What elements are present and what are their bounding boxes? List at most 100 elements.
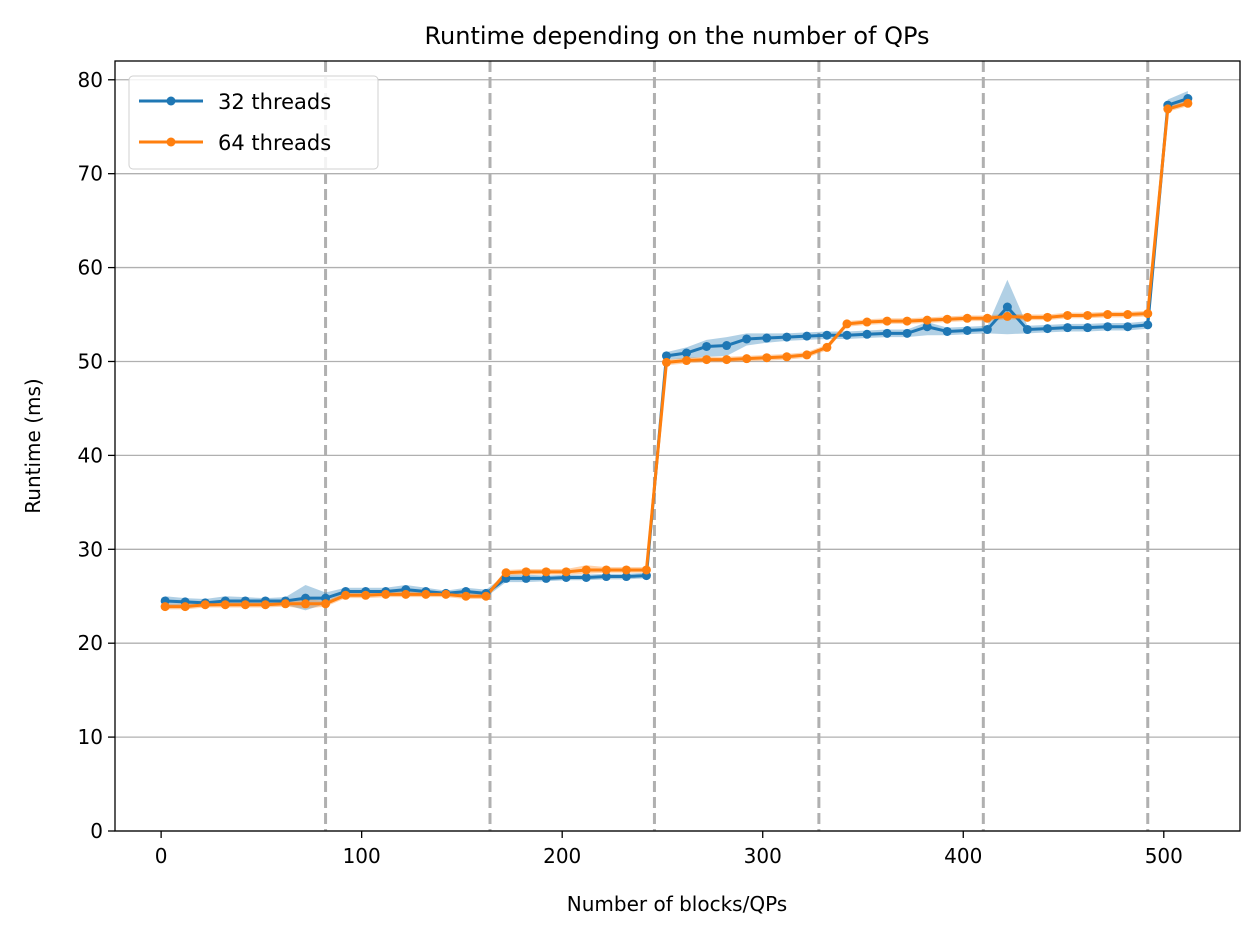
point-64-threads [942,314,952,324]
point-32-threads [722,341,732,351]
legend: 32 threads 64 threads [128,75,379,170]
point-64-threads [401,589,411,599]
point-64-threads [601,565,611,575]
point-64-threads [882,316,892,326]
point-32-threads [922,322,932,332]
y-axis-label: Runtime (ms) [21,378,45,513]
point-32-threads [842,330,852,340]
point-64-threads [822,342,832,352]
point-64-threads [1163,104,1173,114]
band-32-threads [165,91,1188,611]
point-64-threads [842,319,852,329]
y-tick-label: 40 [78,443,103,467]
y-tick-label: 0 [90,819,103,843]
point-64-threads [541,567,551,577]
point-64-threads [1083,310,1093,320]
point-32-threads [882,328,892,338]
line-64-threads [165,101,1189,609]
point-64-threads [341,590,351,600]
vertical-dashed-lines [324,61,1150,831]
point-32-threads [1083,323,1093,333]
point-64-threads [381,589,391,599]
point-64-threads [982,313,992,323]
legend-label-64-threads: 64 threads [218,131,331,155]
point-64-threads [962,313,972,323]
point-64-threads [782,352,792,362]
point-64-threads [862,317,872,327]
y-tick-label: 60 [78,256,103,280]
point-64-threads [641,565,651,575]
y-tick-label: 50 [78,349,103,373]
point-64-threads [441,589,451,599]
point-64-threads [1103,310,1113,320]
x-tick-label: 0 [155,844,168,868]
legend-label-32-threads: 32 threads [218,90,331,114]
point-64-threads [1143,309,1153,319]
point-64-threads [220,600,230,610]
point-64-threads [361,590,371,600]
point-64-threads [902,316,912,326]
point-32-threads [1042,324,1052,334]
point-64-threads [180,602,190,612]
point-64-threads [722,355,732,365]
point-64-threads [1022,312,1032,322]
point-32-threads [1002,302,1012,312]
point-64-threads [481,591,491,601]
point-64-threads [581,565,591,575]
plot-frame [114,60,1241,832]
x-tick-label: 400 [944,844,982,868]
point-64-threads [561,567,571,577]
point-32-threads [601,572,611,582]
point-64-threads [240,600,250,610]
x-axis-ticks: 0 100 200 300 400 500 [155,831,1183,868]
point-64-threads [461,591,471,601]
point-32-threads [962,326,972,335]
y-tick-label: 20 [78,631,103,655]
legend-entry-64-threads: 64 threads [139,131,331,155]
point-32-threads [862,329,872,339]
point-64-threads [661,357,671,367]
point-32-threads [581,572,591,582]
x-tick-label: 500 [1145,844,1183,868]
series-lines [165,97,1189,609]
point-64-threads [421,589,431,599]
y-tick-label: 80 [78,68,103,92]
point-64-threads [280,599,290,609]
point-64-threads [521,567,531,577]
point-32-threads [1123,322,1133,332]
point-64-threads [501,568,511,578]
y-tick-label: 70 [78,162,103,186]
x-tick-label: 300 [744,844,782,868]
point-32-threads [661,351,671,361]
point-32-threads [942,326,952,336]
point-64-threads [1123,310,1133,320]
point-64-threads [260,600,270,610]
x-tick-label: 200 [543,844,581,868]
point-64-threads [160,602,170,612]
point-64-threads [321,599,331,609]
point-32-threads [521,573,531,583]
point-32-threads [822,330,832,340]
x-axis-label: Number of blocks/QPs [567,892,787,916]
point-32-threads [1022,325,1032,335]
chart-title: Runtime depending on the number of QPs [424,22,929,50]
point-32-threads [902,328,912,338]
y-tick-label: 10 [78,725,103,749]
point-64-threads [922,315,932,325]
point-32-threads [982,325,992,335]
point-32-threads [621,572,631,582]
confidence-bands [165,91,1188,611]
point-32-threads [1143,320,1153,330]
point-32-threads [762,333,772,343]
legend-marker-64-threads [166,137,176,147]
point-64-threads [742,354,752,364]
point-64-threads [702,355,712,365]
point-32-threads [742,334,752,344]
point-64-threads [1183,98,1193,108]
y-axis-ticks: 0 10 20 30 40 50 60 70 80 [78,68,115,843]
point-64-threads [1063,310,1073,320]
y-tick-label: 30 [78,537,103,561]
point-64-threads [1042,312,1052,322]
legend-box [128,75,379,170]
